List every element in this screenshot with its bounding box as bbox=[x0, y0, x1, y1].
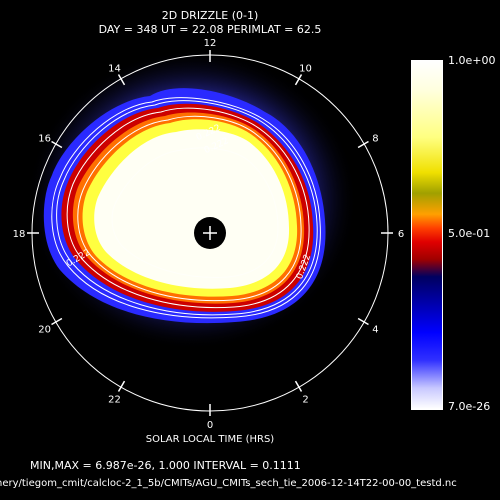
chart-subtitle: DAY = 348 UT = 22.08 PERIMLAT = 62.5 bbox=[98, 23, 322, 36]
hour-label: 12 bbox=[204, 38, 217, 49]
file-path: nery/tiegom_cmit/calcloc-2_1_5b/CMITs/AG… bbox=[0, 478, 457, 489]
hour-label: 4 bbox=[372, 325, 378, 336]
hour-label: 0 bbox=[207, 420, 213, 431]
hour-tick bbox=[294, 380, 303, 392]
hour-label: 6 bbox=[398, 229, 404, 240]
colorbar-max-label: 1.0e+00 bbox=[448, 54, 496, 67]
hour-label: 20 bbox=[38, 325, 51, 336]
hour-ticks bbox=[27, 50, 393, 416]
stats-line: MIN,MAX = 6.987e-26, 1.000 INTERVAL = 0.… bbox=[30, 459, 301, 472]
hour-label: 16 bbox=[38, 134, 51, 145]
axis-label: SOLAR LOCAL TIME (HRS) bbox=[145, 434, 275, 445]
hour-tick bbox=[51, 317, 63, 326]
hour-label: 8 bbox=[372, 134, 378, 145]
hour-tick bbox=[51, 140, 63, 149]
colorbar-min-label: 7.0e-26 bbox=[448, 400, 491, 413]
hour-tick bbox=[357, 140, 369, 149]
hour-label: 22 bbox=[108, 394, 121, 405]
colorbar bbox=[411, 60, 443, 410]
hour-label: 10 bbox=[299, 64, 312, 75]
hour-tick bbox=[117, 380, 126, 392]
hour-tick bbox=[294, 74, 303, 86]
colorbar-mid-label: 5.0e-01 bbox=[448, 227, 491, 240]
hour-label: 18 bbox=[13, 229, 26, 240]
drizzle-core bbox=[94, 129, 290, 289]
hour-label: 2 bbox=[302, 394, 308, 405]
hour-tick bbox=[117, 74, 126, 86]
hour-tick bbox=[357, 317, 369, 326]
contour-lines bbox=[51, 97, 321, 319]
hour-label: 14 bbox=[108, 64, 121, 75]
chart-title: 2D DRIZZLE (0-1) bbox=[161, 9, 259, 22]
